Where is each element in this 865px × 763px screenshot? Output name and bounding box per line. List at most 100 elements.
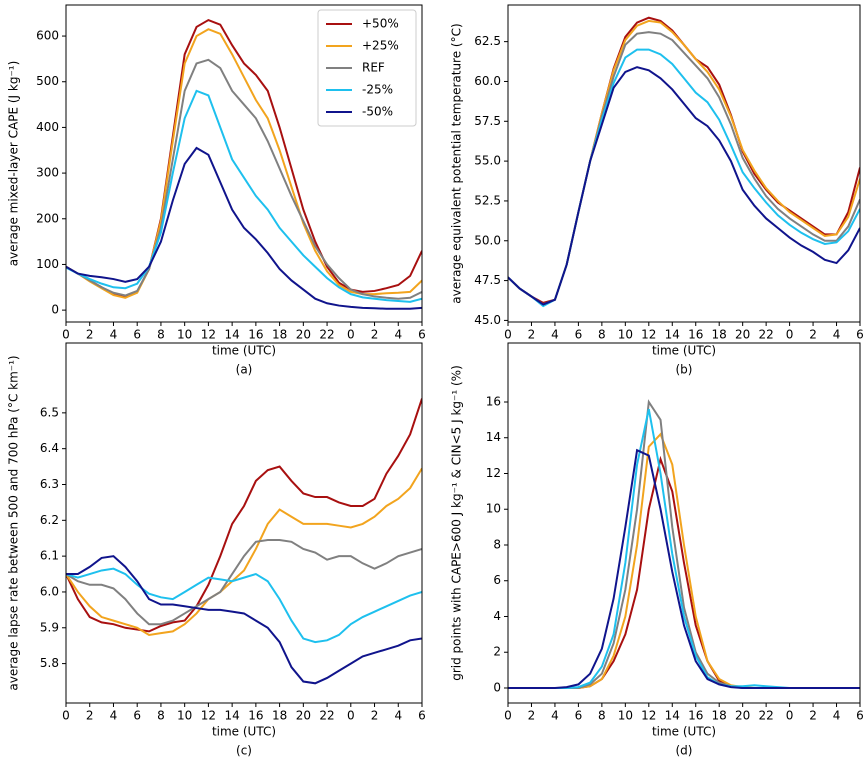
x-tick-label: 0 xyxy=(786,709,794,723)
x-tick-label: 22 xyxy=(758,709,773,723)
x-tick-label: 2 xyxy=(371,709,379,723)
y-axis-label: grid points with CAPE>600 J kg⁻¹ & CIN<5… xyxy=(450,365,464,681)
x-tick-label: 14 xyxy=(665,328,680,342)
axes-frame xyxy=(65,4,423,323)
x-tick-label: 20 xyxy=(296,709,311,723)
x-tick-label: 14 xyxy=(665,709,680,723)
plot-area xyxy=(66,18,422,310)
plot-area xyxy=(508,16,860,308)
axes-frame xyxy=(507,342,861,704)
plot-area xyxy=(66,398,422,685)
y-tick-label: 60.0 xyxy=(474,74,501,88)
y-tick-label: 6 xyxy=(493,573,501,587)
x-tick-label: 6 xyxy=(418,328,426,342)
x-tick-label: 12 xyxy=(201,328,216,342)
x-tick-label: 22 xyxy=(758,328,773,342)
x-tick-label: 12 xyxy=(201,709,216,723)
series-line xyxy=(508,16,860,304)
y-tick-label: 6.0 xyxy=(40,584,59,598)
x-tick-label: 0 xyxy=(347,328,355,342)
y-tick-label: 0 xyxy=(493,680,501,694)
x-tick-label: 16 xyxy=(688,328,703,342)
series-line xyxy=(66,567,422,644)
x-tick-label: 0 xyxy=(786,328,794,342)
x-tick-label: 4 xyxy=(110,709,118,723)
y-tick-label: 500 xyxy=(36,74,59,88)
y-tick-label: 57.5 xyxy=(474,114,501,128)
y-tick-label: 47.5 xyxy=(474,273,501,287)
legend: +50% +25% REF -25% -50% xyxy=(317,9,417,127)
x-tick-label: 2 xyxy=(809,328,817,342)
caption: (c) xyxy=(236,744,252,758)
y-tick-label: 62.5 xyxy=(474,34,501,48)
y-tick-label: 5.9 xyxy=(40,620,59,634)
x-tick-label: 2 xyxy=(528,709,536,723)
x-tick-label: 10 xyxy=(618,328,633,342)
plot-area xyxy=(508,399,860,689)
y-tick-label: 50.0 xyxy=(474,233,501,247)
caption: (a) xyxy=(236,363,253,377)
y-tick-label: 12 xyxy=(486,466,501,480)
y-tick-label: 2 xyxy=(493,645,501,659)
x-axis-label: time (UTC) xyxy=(652,344,716,358)
x-tick-label: 4 xyxy=(394,709,402,723)
x-tick-label: 6 xyxy=(575,328,583,342)
y-tick-label: 6.3 xyxy=(40,477,59,491)
y-tick-label: 6.5 xyxy=(40,405,59,419)
x-tick-label: 0 xyxy=(347,709,355,723)
x-tick-label: 10 xyxy=(177,709,192,723)
series-line xyxy=(66,89,422,303)
y-tick-label: 52.5 xyxy=(474,193,501,207)
x-tick-label: 12 xyxy=(641,328,656,342)
panel: 0 2 4 6 8 10 12 14 16 18 20 22 0 2 4 6 45.0 47.5 50.0 52.5 5… xyxy=(450,4,864,377)
y-tick-label: 6.4 xyxy=(40,441,59,455)
x-tick-label: 4 xyxy=(833,328,841,342)
y-axis-label: average lapse rate between 500 and 700 h… xyxy=(7,355,21,690)
legend-label: -25% xyxy=(362,83,393,97)
series-line xyxy=(66,398,422,633)
caption: (d) xyxy=(676,744,693,758)
series-line xyxy=(508,48,860,308)
series-line xyxy=(508,31,860,306)
panel: 0 2 4 6 8 10 12 14 16 18 20 22 0 2 4 6 5.8 5.9 6.0 6.1 6.2 6.… xyxy=(7,342,426,758)
series-line xyxy=(66,555,422,685)
x-tick-label: 12 xyxy=(641,709,656,723)
legend-label: -50% xyxy=(362,105,393,119)
x-tick-label: 0 xyxy=(62,709,70,723)
x-tick-label: 22 xyxy=(319,328,334,342)
x-tick-label: 8 xyxy=(598,328,606,342)
x-tick-label: 20 xyxy=(735,709,750,723)
series-line xyxy=(508,448,860,689)
x-tick-label: 2 xyxy=(86,328,94,342)
y-tick-label: 55.0 xyxy=(474,154,501,168)
y-tick-label: 10 xyxy=(486,502,501,516)
x-tick-label: 10 xyxy=(618,709,633,723)
legend-label: +25% xyxy=(362,39,399,53)
legend-label: REF xyxy=(362,61,385,75)
y-tick-label: 0 xyxy=(51,303,59,317)
x-tick-label: 4 xyxy=(551,328,559,342)
x-tick-label: 8 xyxy=(598,709,606,723)
x-axis-label: time (UTC) xyxy=(212,725,276,739)
x-tick-label: 20 xyxy=(735,328,750,342)
x-tick-label: 16 xyxy=(248,328,263,342)
y-tick-label: 16 xyxy=(486,394,501,408)
x-tick-label: 4 xyxy=(833,709,841,723)
x-tick-label: 8 xyxy=(157,709,165,723)
x-tick-label: 18 xyxy=(712,709,727,723)
series-line xyxy=(66,58,422,300)
x-tick-label: 14 xyxy=(224,328,239,342)
x-tick-label: 2 xyxy=(86,709,94,723)
x-tick-label: 2 xyxy=(809,709,817,723)
y-axis-label: average equivalent potential temperature… xyxy=(450,23,464,303)
x-tick-label: 8 xyxy=(157,328,165,342)
y-tick-label: 6.1 xyxy=(40,549,59,563)
x-tick-label: 0 xyxy=(504,709,512,723)
y-tick-label: 400 xyxy=(36,120,59,134)
x-tick-label: 6 xyxy=(133,328,141,342)
x-tick-label: 6 xyxy=(418,709,426,723)
y-tick-label: 8 xyxy=(493,537,501,551)
series-line xyxy=(66,146,422,310)
panel: 0 2 4 6 8 10 12 14 16 18 20 22 0 2 4 6 0 2 4 6 8 10 12 14 16 time… xyxy=(450,342,864,758)
